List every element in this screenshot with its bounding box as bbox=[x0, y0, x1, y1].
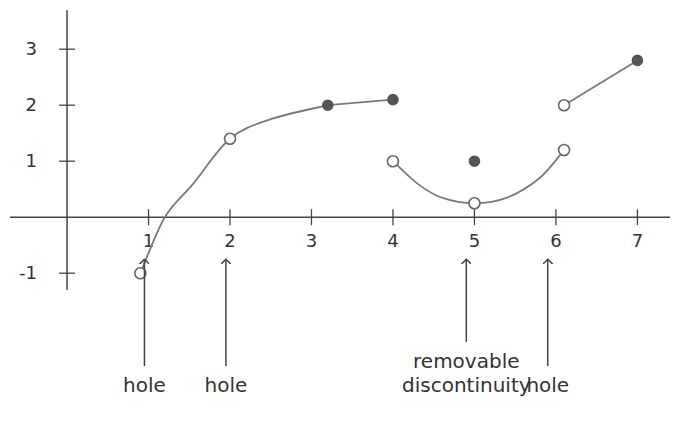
annotation-line: discontinuity bbox=[402, 373, 531, 397]
annotation-arrow bbox=[144, 259, 146, 366]
open-point bbox=[225, 133, 236, 144]
open-point bbox=[559, 145, 570, 156]
annotation: removablediscontinuity bbox=[402, 349, 531, 397]
annotation: hole bbox=[123, 373, 166, 397]
y-tick-label: -1 bbox=[19, 262, 37, 283]
y-tick-label: 1 bbox=[26, 150, 37, 171]
x-axis bbox=[10, 216, 670, 218]
annotation-line: hole bbox=[526, 373, 569, 397]
x-tick-label: 6 bbox=[550, 230, 561, 251]
x-tick bbox=[148, 209, 149, 225]
curve bbox=[564, 60, 637, 105]
y-tick bbox=[59, 161, 75, 162]
annotation-line: hole bbox=[123, 373, 166, 397]
y-tick bbox=[59, 49, 75, 50]
annotation: hole bbox=[526, 373, 569, 397]
annotation-arrow bbox=[225, 259, 227, 366]
x-tick-label: 5 bbox=[469, 230, 480, 251]
x-tick bbox=[311, 209, 312, 225]
open-point bbox=[559, 100, 570, 111]
x-tick bbox=[229, 209, 230, 225]
x-tick bbox=[637, 209, 638, 225]
closed-point bbox=[388, 95, 398, 105]
y-tick-label: 3 bbox=[26, 38, 37, 59]
curve bbox=[140, 105, 327, 273]
plot-area bbox=[135, 55, 643, 278]
y-tick bbox=[59, 273, 75, 274]
annotation-line: hole bbox=[205, 373, 248, 397]
x-tick bbox=[474, 209, 475, 225]
annotation-arrow bbox=[547, 259, 549, 366]
curve bbox=[328, 100, 393, 106]
x-tick-label: 2 bbox=[224, 230, 235, 251]
curve bbox=[393, 150, 564, 203]
open-point bbox=[387, 156, 398, 167]
annotation-line: removable bbox=[413, 349, 519, 373]
x-tick-label: 3 bbox=[306, 230, 317, 251]
annotation-arrow bbox=[466, 259, 468, 342]
chart: 1234567-1123holeholeremovablediscontinui… bbox=[0, 0, 684, 436]
x-tick-label: 4 bbox=[387, 230, 398, 251]
closed-point bbox=[632, 55, 642, 65]
open-point bbox=[469, 198, 480, 209]
x-tick-label: 1 bbox=[143, 230, 154, 251]
x-tick bbox=[555, 209, 556, 225]
annotation: hole bbox=[205, 373, 248, 397]
y-tick-label: 2 bbox=[26, 94, 37, 115]
closed-point bbox=[469, 156, 479, 166]
x-tick bbox=[392, 209, 393, 225]
y-axis bbox=[66, 10, 68, 290]
closed-point bbox=[323, 100, 333, 110]
y-tick bbox=[59, 105, 75, 106]
x-tick-label: 7 bbox=[632, 230, 643, 251]
